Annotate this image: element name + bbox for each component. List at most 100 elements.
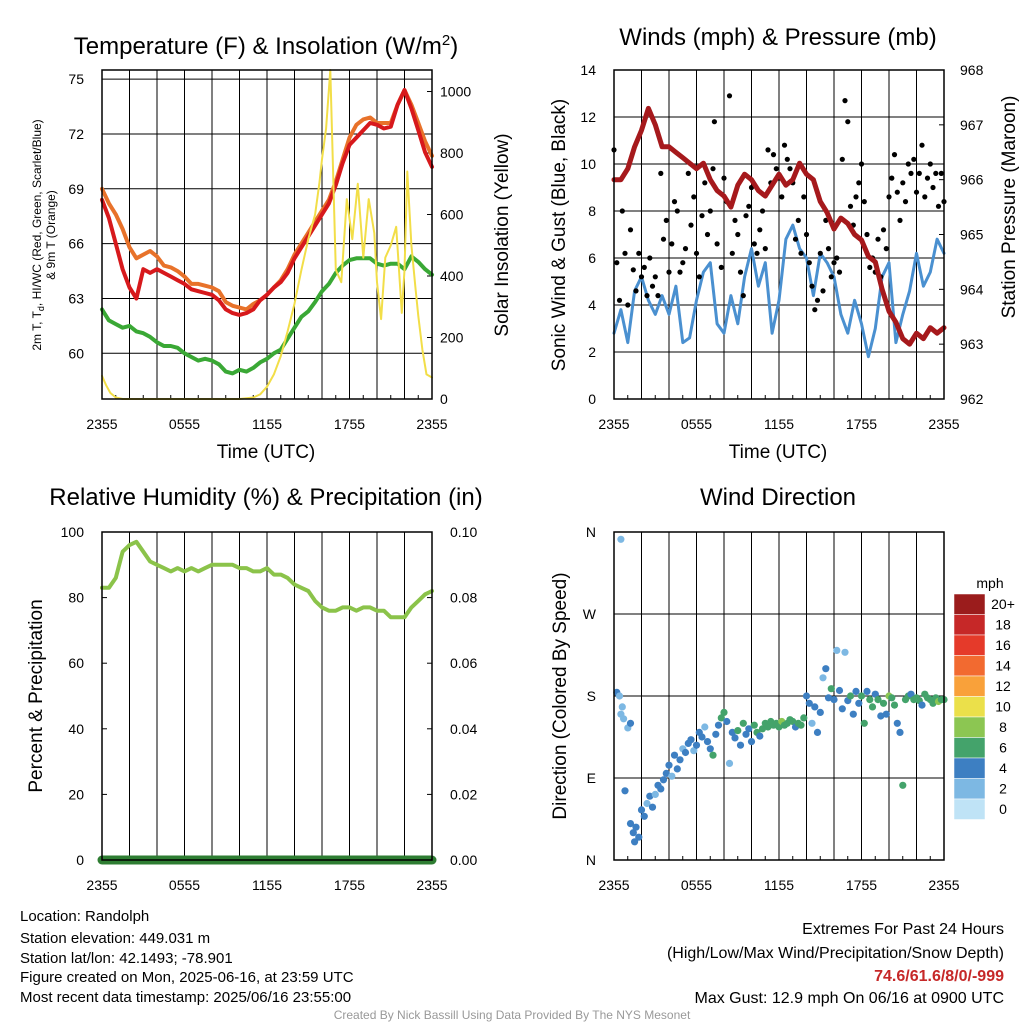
humidity-y-tick-label: 80 (68, 590, 84, 606)
gust-point (746, 203, 752, 209)
humidity-title: Relative Humidity (%) & Precipitation (i… (49, 484, 482, 511)
insolation-y-tick-label: 800 (440, 145, 464, 161)
direction-point (739, 719, 747, 727)
direction-point (882, 710, 890, 718)
direction-point (725, 759, 734, 768)
gust-point (834, 255, 840, 261)
direction-point (646, 792, 654, 800)
direction-point (830, 696, 838, 704)
temperature-ylabel-line2: & 9m T (Orange) (44, 190, 58, 280)
direction-point (879, 699, 888, 707)
direction-point (643, 799, 651, 808)
gust-point (856, 180, 862, 186)
gust-point (781, 142, 788, 148)
gust-point (784, 156, 790, 162)
gust-point (853, 194, 859, 200)
legend-label: 8 (999, 719, 1007, 735)
direction-point (764, 723, 772, 731)
gust-point (743, 213, 749, 219)
wind-direction-y-tick-label: S (587, 688, 596, 704)
wind-plot-border (613, 69, 945, 400)
gust-point (847, 203, 854, 209)
gust-point (831, 260, 837, 266)
wind-x-tick-label: 1755 (846, 416, 877, 432)
precip-y-tick-label: 0.00 (450, 852, 477, 868)
gust-point (795, 217, 801, 223)
gust-point (655, 293, 661, 299)
insolation-y-tick-label: 400 (440, 268, 464, 284)
sonic-wind-line (612, 223, 946, 359)
gust-point (740, 293, 746, 299)
direction-point (849, 710, 857, 718)
pressure-ylabel: Station Pressure (Maroon) (999, 96, 1020, 319)
gust-point (886, 194, 892, 200)
wind-y-tick-label: 10 (580, 156, 596, 172)
direction-point (736, 741, 745, 749)
wind-y-tick-label: 4 (588, 297, 596, 313)
humidity-y-tick-label: 40 (68, 721, 84, 737)
gust-point (630, 267, 636, 273)
gust-point (814, 297, 821, 303)
gust-point (883, 246, 889, 252)
direction-point (852, 687, 860, 696)
direction-point (855, 699, 863, 707)
pressure-y-tick-label: 963 (960, 336, 984, 352)
humidity-ylabel: Percent & Precipitation (26, 599, 47, 792)
direction-point (621, 787, 629, 795)
footer-location: Location: Randolph (20, 908, 149, 925)
gust-point (875, 236, 881, 242)
gust-point (825, 246, 832, 252)
gust-point (638, 274, 645, 280)
direction-point (692, 741, 701, 749)
direction-point (896, 728, 904, 737)
gust-point (652, 274, 658, 280)
gust-point (922, 194, 928, 200)
humidity-x-tick-label: 2355 (416, 877, 447, 893)
temperature-y-tick-label: 63 (68, 290, 84, 306)
legend-swatch (953, 634, 986, 656)
gust-point (669, 241, 675, 247)
gust-point (806, 260, 812, 266)
gust-point (801, 194, 807, 200)
direction-point (712, 730, 720, 738)
direction-point (860, 719, 868, 727)
direction-point (665, 761, 673, 769)
insolation-y-tick-label: 0 (440, 391, 448, 407)
pressure-y-tick-label: 968 (960, 62, 984, 78)
wind-y-tick-label: 2 (588, 344, 596, 360)
gust-point (732, 217, 738, 223)
max-gust: Max Gust: 12.9 mph On 06/16 at 0900 UTC (695, 990, 1005, 1007)
temperature-x-tick-label: 1155 (252, 416, 282, 432)
precip-y-tick-label: 0.04 (450, 721, 477, 737)
direction-point (841, 648, 849, 656)
legend-label: 6 (999, 740, 1007, 756)
gust-point (787, 166, 793, 172)
wind-y-tick-label: 6 (588, 250, 596, 266)
legend-swatch (953, 696, 986, 718)
gust-point (688, 222, 694, 228)
temperature-y-tick-label: 60 (68, 345, 84, 361)
temperature-title: Temperature (F) & Insolation (W/m2) (74, 32, 458, 60)
direction-point (758, 725, 767, 733)
direction-point (805, 699, 813, 707)
gust-point (812, 307, 818, 313)
direction-point (617, 535, 625, 543)
extremes-subtitle: (High/Low/Max Wind/Precipitation/Snow De… (667, 945, 1004, 962)
gust-point (729, 250, 735, 256)
direction-point (822, 665, 830, 673)
legend-label: 0 (999, 801, 1007, 817)
direction-point (709, 751, 717, 759)
wind-direction-y-tick-label: N (586, 524, 596, 540)
gust-point (619, 208, 625, 214)
wind-direction-x-tick-label: 2355 (928, 877, 959, 893)
direction-point (615, 692, 624, 700)
direction-point (728, 728, 736, 737)
gust-point (817, 250, 823, 256)
direction-point (690, 747, 698, 755)
direction-point (687, 736, 695, 744)
gust-point (770, 152, 777, 158)
wind-title: Winds (mph) & Pressure (mb) (619, 24, 936, 51)
gust-point (905, 161, 911, 167)
gust-point (707, 208, 713, 214)
